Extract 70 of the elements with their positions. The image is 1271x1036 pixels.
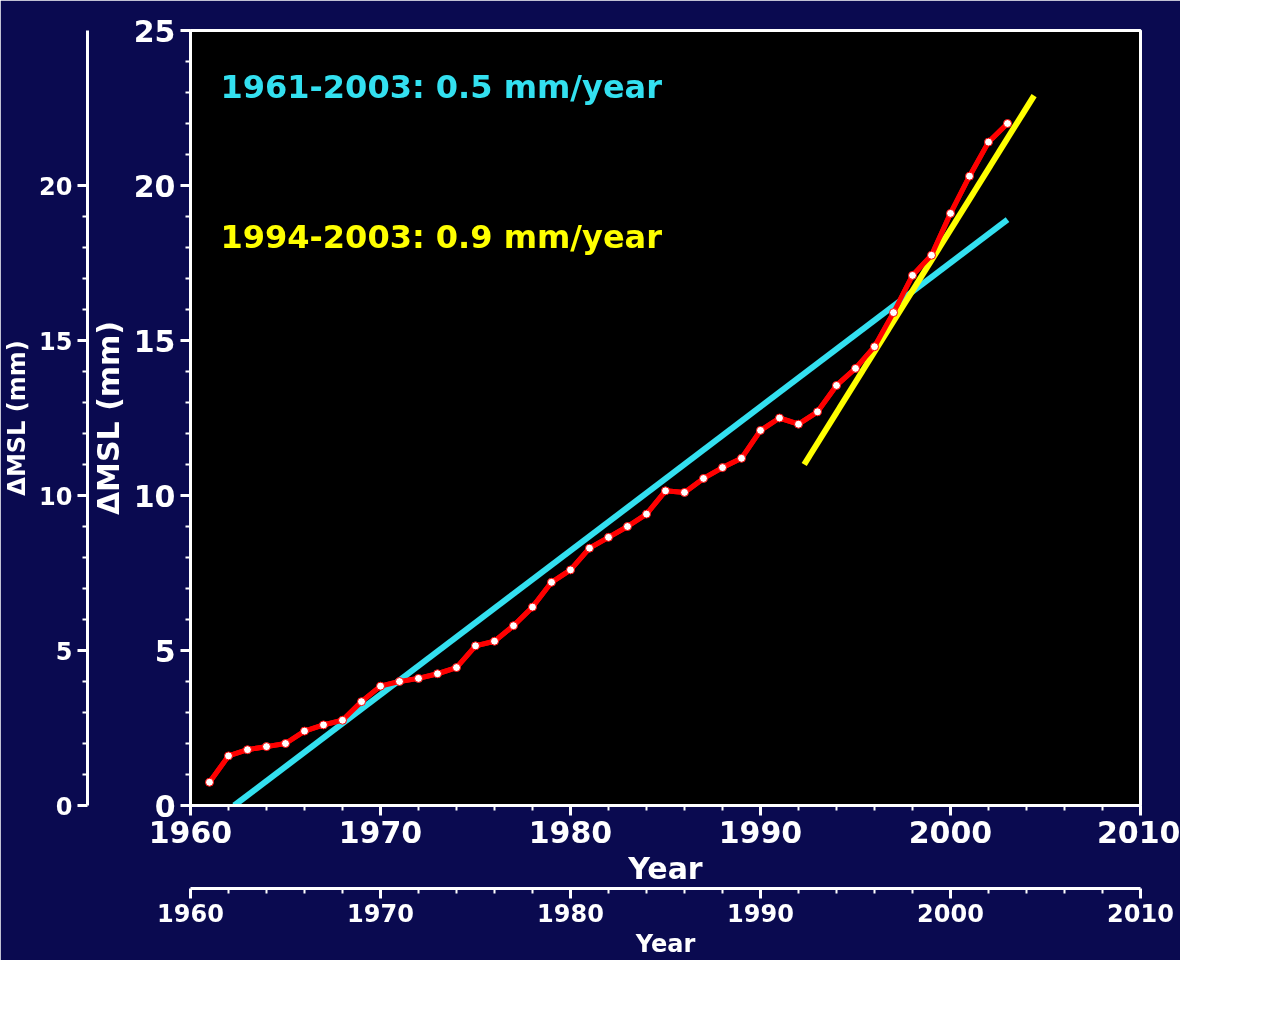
x2-tick-label: 2000 xyxy=(917,899,984,928)
point xyxy=(224,751,233,761)
point xyxy=(699,473,708,483)
point xyxy=(566,565,575,575)
point xyxy=(243,745,252,755)
point xyxy=(927,250,936,260)
y-tick-label: 5 xyxy=(154,633,176,669)
text: 1961-2003: 0.5 mm/year xyxy=(220,67,663,106)
y2-tick-label: 20 xyxy=(39,172,73,201)
point xyxy=(490,636,499,646)
y-tick-label: 10 xyxy=(133,478,176,514)
point xyxy=(946,208,955,218)
y-axis-title: ΔMSL (mm) xyxy=(90,320,126,516)
point xyxy=(851,363,860,373)
point xyxy=(889,308,898,318)
point xyxy=(680,487,689,497)
point xyxy=(984,137,993,147)
point xyxy=(1003,119,1012,128)
point xyxy=(338,715,347,725)
y2-tick-label: 15 xyxy=(39,327,73,356)
y2-axis-title: ΔMSL (mm) xyxy=(3,340,32,496)
y2-tick-label: 10 xyxy=(39,482,73,511)
point xyxy=(376,681,385,691)
x2-tick-label: 2010 xyxy=(1107,899,1174,928)
x2-tick-label: 1990 xyxy=(727,899,794,928)
point xyxy=(452,663,461,673)
point xyxy=(623,522,632,531)
x-axis-title: Year xyxy=(627,850,703,886)
point xyxy=(433,669,442,679)
point xyxy=(737,453,746,463)
point xyxy=(300,726,309,736)
y2-tick-label: 5 xyxy=(55,637,73,666)
x2-tick-label: 1960 xyxy=(157,899,224,928)
x2-tick-label: 1970 xyxy=(347,899,414,928)
point xyxy=(357,697,366,707)
x2-axis-title: Year xyxy=(634,929,696,958)
point xyxy=(832,380,841,390)
y-tick-label: 25 xyxy=(133,13,176,49)
point xyxy=(528,602,537,612)
y-tick-label: 20 xyxy=(133,168,176,204)
point xyxy=(395,677,404,686)
point xyxy=(604,532,613,542)
point xyxy=(471,641,480,651)
point xyxy=(642,509,651,519)
x-tick-label: 1990 xyxy=(718,814,803,850)
point xyxy=(775,413,784,423)
point xyxy=(509,621,518,631)
point xyxy=(965,171,974,181)
x-tick-label: 1970 xyxy=(338,814,423,850)
point xyxy=(547,577,556,587)
x2-tick-label: 1980 xyxy=(537,899,604,928)
x-tick-label: 2010 xyxy=(1097,814,1181,850)
x-tick-label: 1980 xyxy=(528,814,613,850)
point xyxy=(319,720,328,730)
point xyxy=(870,342,879,352)
point xyxy=(908,270,917,280)
point xyxy=(661,486,670,496)
x-tick-label: 2000 xyxy=(908,814,993,850)
point xyxy=(262,742,271,752)
point xyxy=(414,673,423,683)
point xyxy=(794,419,803,429)
text: 1994-2003: 0.9 mm/year xyxy=(220,217,663,256)
point xyxy=(718,463,727,473)
point xyxy=(205,777,214,787)
y2-tick-label: 0 xyxy=(55,792,73,821)
point xyxy=(813,407,822,417)
point xyxy=(756,425,765,435)
point xyxy=(585,543,594,553)
y-tick-label: 15 xyxy=(133,323,176,359)
point xyxy=(281,739,290,748)
